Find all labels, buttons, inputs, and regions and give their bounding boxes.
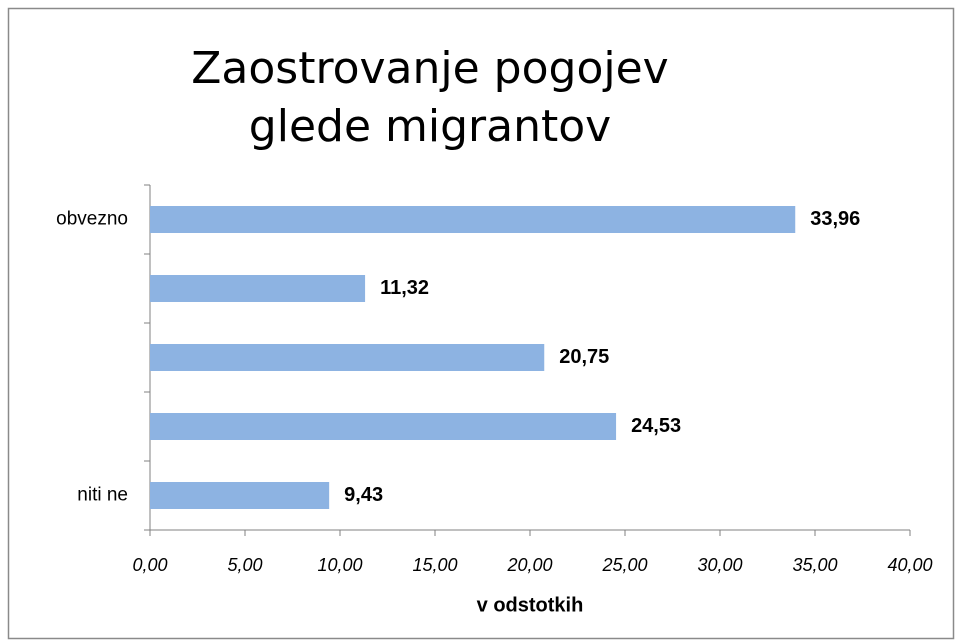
x-tick-label: 20,00 <box>506 555 552 575</box>
x-tick-label: 15,00 <box>412 555 457 575</box>
x-tick-label: 35,00 <box>792 555 837 575</box>
bar <box>150 413 617 440</box>
x-tick-label: 0,00 <box>132 555 167 575</box>
x-axis-label: v odstotkih <box>477 594 584 616</box>
y-tick-label: obvezno <box>56 209 128 230</box>
y-tick-label: niti ne <box>77 485 128 506</box>
bar <box>150 482 330 509</box>
bar <box>150 344 545 371</box>
value-label: 20,75 <box>559 346 609 368</box>
bar <box>150 206 796 233</box>
value-label: 33,96 <box>810 208 860 230</box>
x-tick-label: 25,00 <box>601 555 647 575</box>
chart-title: Zaostrovanje pogojev glede migrantov <box>191 43 669 152</box>
x-tick-label: 5,00 <box>227 555 262 575</box>
bar <box>150 275 366 302</box>
value-label: 24,53 <box>631 415 681 437</box>
x-tick-label: 40,00 <box>887 555 932 575</box>
x-tick-label: 30,00 <box>697 555 742 575</box>
chart-border <box>7 7 955 640</box>
x-tick-label: 10,00 <box>317 555 362 575</box>
value-label: 11,32 <box>380 277 429 299</box>
value-label: 9,43 <box>344 484 383 506</box>
